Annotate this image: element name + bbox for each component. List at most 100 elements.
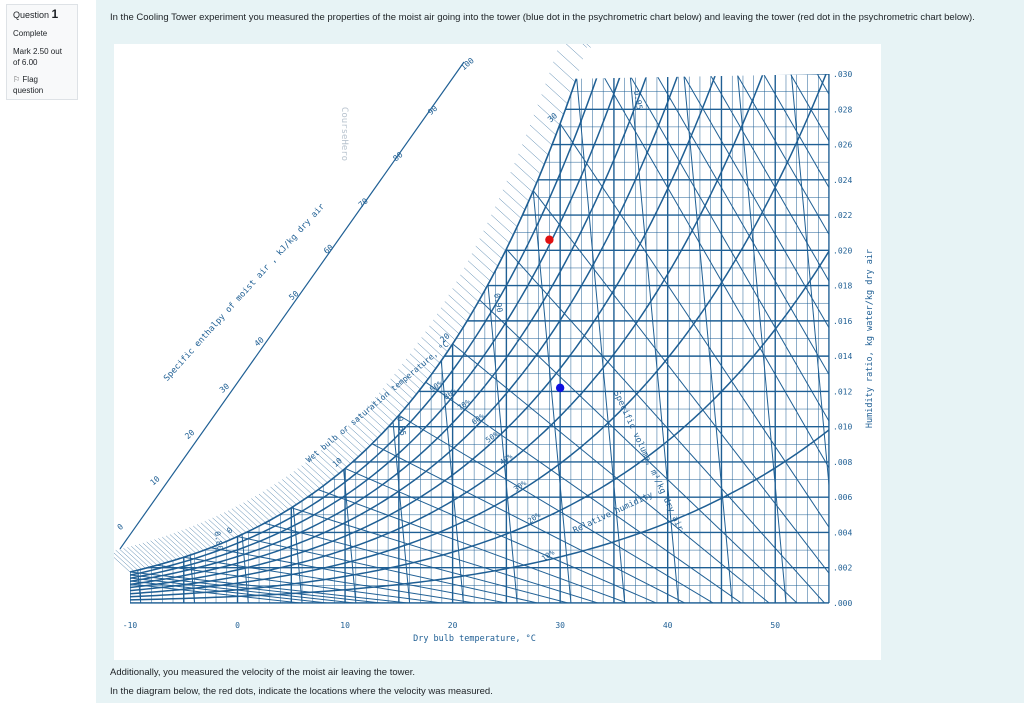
enthalpy-hatch-line [471,253,495,274]
enthalpy-hatch-line [382,388,406,409]
enthalpy-hatch-line [498,198,522,219]
enthalpy-hatch-line [340,432,363,454]
wet-bulb-line [398,414,722,603]
wet-bulb-line [721,74,829,603]
y-tick-label: .006 [833,493,852,502]
enthalpy-hatch-line [309,459,332,480]
enthalpy-hatch-line [162,536,185,558]
question-number-value: 1 [51,7,59,21]
wet-bulb-line [264,522,588,603]
enthalpy-hatch-line [487,222,510,244]
specific-volume-tick-label: 0.95 [632,90,644,111]
wet-bulb-line [586,74,829,603]
chart-grid [130,74,829,603]
diagram-instruction-text: In the diagram below, the red dots, indi… [110,686,493,697]
enthalpy-hatch-line [510,171,533,193]
specific-volume-line [360,74,411,603]
enthalpy-hatch-line [142,542,166,564]
y-tick-label: .018 [833,282,852,291]
x-axis-label: Dry bulb temperature, °C [413,634,536,644]
y-tick-label: .022 [833,211,852,220]
relative-humidity-curve [130,74,829,592]
enthalpy-hatch-line [429,325,452,347]
enthalpy-hatch-line [378,392,402,413]
specific-volume-tick-label: 0.90 [492,293,504,314]
enthalpy-hatch-line [270,486,293,508]
y-tick-label: .002 [833,564,852,573]
specific-volume-tick-label: 0.80 [212,531,224,552]
wet-bulb-line [130,571,399,603]
enthalpy-hatch-line [173,532,196,554]
wet-bulb-line [291,507,615,603]
enthalpy-hatch-line [363,409,386,431]
wet-bulb-line [452,343,776,603]
enthalpy-hatch-line [556,50,580,71]
relative-humidity-tick-label: 20% [526,510,543,525]
wet-bulb-line [318,489,641,603]
enthalpy-hatch-line [181,530,204,551]
enthalpy-hatch-line [316,453,340,474]
specific-volume-line [683,74,733,603]
specific-volume-line [575,74,626,603]
enthalpy-hatch-line [289,473,313,495]
enthalpy-hatch-line [119,549,142,570]
enthalpy-hatch-line [367,405,390,426]
chart-points [545,235,565,393]
y-tick-label: .030 [833,70,852,79]
flag-question-button[interactable]: ⚐ Flag question [13,74,71,96]
enthalpy-hatch-line [297,468,320,489]
enthalpy-hatch-line [386,383,409,404]
x-tick-label: 10 [340,621,350,630]
y-tick-label: .012 [833,387,852,396]
enthalpy-hatch-line [285,476,309,497]
enthalpy-hatch-line [154,539,177,560]
wet-bulb-line [344,467,668,603]
wet-bulb-line [130,571,373,603]
enthalpy-hatch-line [483,230,506,251]
enthalpy-hatch-line [460,274,483,296]
enthalpy-hatch-line [394,373,417,395]
enthalpy-hatch-line [235,506,258,527]
enthalpy-tick-label: 40 [253,335,266,348]
enthalpy-hatch-line [537,104,560,125]
enthalpy-hatch-line [506,180,529,202]
mark-line-1: Mark 2.50 out [13,47,62,56]
wet-bulb-line [237,535,561,603]
y-tick-label: .014 [833,352,852,361]
enthalpy-hatch-line [196,524,220,545]
enthalpy-hatch-line [208,519,231,540]
question-text: In the Cooling Tower experiment you meas… [110,12,975,23]
enthalpy-hatch-line [343,429,367,450]
wet-bulb-line [532,190,829,603]
enthalpy-hatch-line [402,363,425,385]
enthalpy-hatch-line [146,541,169,563]
enthalpy-hatch-line [359,413,382,435]
enthalpy-hatch-line [305,462,328,483]
enthalpy-hatch-line [254,496,278,517]
enthalpy-hatch-line [479,238,502,259]
enthalpy-hatch-line [177,531,200,552]
specific-volume-line [737,74,787,603]
additional-text: Additionally, you measured the velocity … [110,667,416,678]
enthalpy-hatch-line [114,552,135,572]
enthalpy-hatch-line [262,491,286,512]
enthalpy-hatch-line [398,368,421,390]
question-state: Complete [13,29,48,38]
psychrometric-chart-svg: -10 0 10 20 30 40 50 Dry bulb temperature, °C .0… [114,44,875,644]
enthalpy-hatch-line [247,500,270,521]
x-tick-label: -10 [123,621,138,630]
enthalpy-hatch-line [533,114,557,136]
enthalpy-hatch-line [328,443,351,464]
enthalpy-hatch-line [114,557,131,573]
y-tick-label: .010 [833,423,852,432]
enthalpy-tick-label: 10 [149,474,162,487]
wet-bulb-line [130,571,426,603]
chart-property-lines [129,74,830,604]
enthalpy-hatch-line [448,294,471,316]
x-tick-label: 20 [448,621,458,630]
enthalpy-hatch-line [502,189,526,210]
y-tick-label: .024 [833,176,852,185]
wet-bulb-line [613,74,829,603]
specific-volume-line [629,74,679,603]
relative-humidity-curve [130,74,829,586]
